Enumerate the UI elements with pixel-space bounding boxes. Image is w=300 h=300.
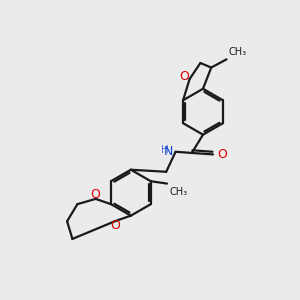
Text: O: O (179, 70, 189, 83)
Text: CH₃: CH₃ (169, 187, 187, 196)
Text: N: N (164, 145, 174, 158)
Text: CH₃: CH₃ (228, 47, 246, 57)
Text: O: O (90, 188, 100, 201)
Text: H: H (160, 145, 168, 155)
Text: O: O (217, 148, 227, 161)
Text: O: O (110, 219, 120, 232)
